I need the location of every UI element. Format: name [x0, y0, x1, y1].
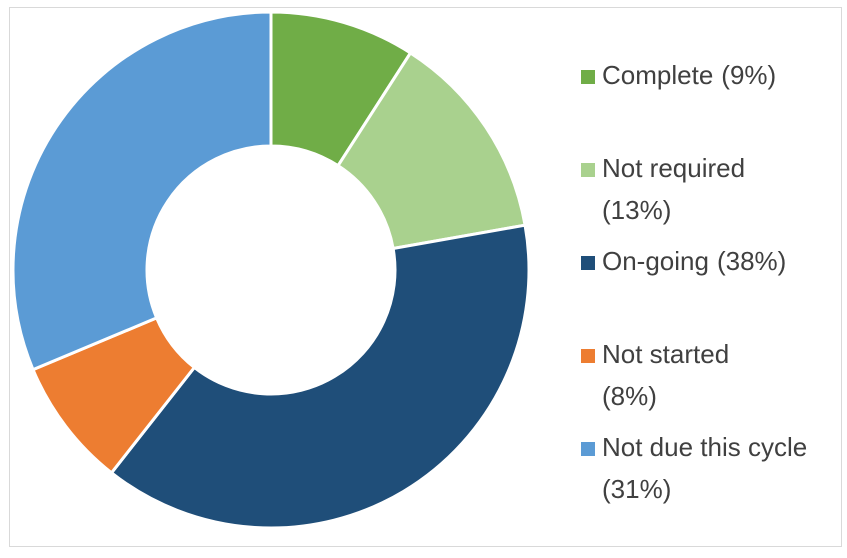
legend-value: (38%): [717, 246, 786, 276]
legend-category: On-going: [602, 246, 709, 276]
legend-label: Complete (9%): [602, 60, 776, 90]
legend-category: Not required: [602, 153, 745, 183]
legend-category: Not due this cycle: [602, 432, 807, 462]
legend-swatch: [581, 256, 595, 270]
legend-swatch: [581, 442, 595, 456]
legend-label: Not due this cycle (31%): [602, 432, 807, 504]
legend-value: (13%): [602, 195, 671, 225]
legend-category: Not started: [602, 339, 729, 369]
legend-label: Not started (8%): [602, 339, 729, 411]
legend-value: (8%): [602, 381, 657, 411]
legend-value: (9%): [721, 60, 776, 90]
legend: Complete (9%) Not required (13%) On-going (38…: [581, 60, 807, 504]
legend-label: On-going (38%): [602, 246, 786, 276]
donut-segment: [11, 10, 273, 372]
donut: [11, 10, 531, 530]
legend-swatch: [581, 349, 595, 363]
legend-value: (31%): [602, 474, 671, 504]
donut-segment: [110, 223, 531, 530]
legend-category: Complete: [602, 60, 713, 90]
legend-swatch: [581, 70, 595, 84]
legend-label: Not required (13%): [602, 153, 745, 225]
legend-swatch: [581, 163, 595, 177]
